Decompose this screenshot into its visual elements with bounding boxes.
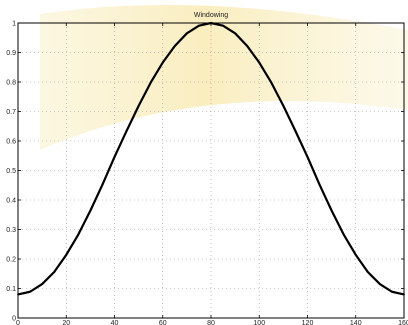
chart-title: Windowing xyxy=(194,12,228,19)
x-tick-label: 60 xyxy=(159,320,167,325)
x-tick-label: 80 xyxy=(207,320,215,325)
data-point xyxy=(77,233,80,236)
data-point xyxy=(318,183,321,186)
data-point xyxy=(403,293,405,296)
data-point xyxy=(185,32,188,35)
data-point xyxy=(89,209,92,212)
data-point xyxy=(101,183,104,186)
data-point xyxy=(198,24,200,27)
x-tick-label: 0 xyxy=(16,320,20,325)
x-tick-label: 40 xyxy=(111,320,119,325)
data-point xyxy=(161,61,164,64)
y-tick-label: 0 xyxy=(12,316,16,323)
data-point xyxy=(294,130,297,132)
data-point xyxy=(65,253,68,256)
y-tick-label: 0.3 xyxy=(6,227,16,234)
data-point xyxy=(270,81,273,84)
y-tick-label: 0.9 xyxy=(6,50,16,57)
highlight-band xyxy=(40,5,408,150)
y-tick-label: 0.5 xyxy=(6,168,16,175)
data-point xyxy=(53,271,56,273)
data-point xyxy=(17,293,19,296)
grid-lines xyxy=(18,23,404,318)
data-point xyxy=(137,104,140,107)
data-point xyxy=(113,156,116,158)
y-tick-label: 0.6 xyxy=(6,139,16,146)
data-point xyxy=(222,24,224,27)
x-tick-label: 20 xyxy=(62,320,70,325)
data-point xyxy=(234,32,237,35)
y-tick-label: 1 xyxy=(12,21,16,28)
data-point xyxy=(210,22,212,24)
y-tick-label: 0.8 xyxy=(6,80,16,87)
data-point xyxy=(342,233,345,236)
y-tick-label: 0.4 xyxy=(6,198,16,205)
y-tick-label: 0.7 xyxy=(6,109,16,116)
tick-labels: 0 20 40 60 80 100 120 140 160 0 0.1 0.2 0.3 0.4 0.5 0.6… xyxy=(6,21,408,325)
x-tick-label: 140 xyxy=(350,320,362,325)
x-tick-label: 120 xyxy=(302,320,314,325)
data-point xyxy=(258,61,261,64)
data-point xyxy=(41,283,44,285)
data-point xyxy=(366,271,369,273)
data-point xyxy=(246,45,249,47)
x-tick-label: 160 xyxy=(398,320,408,325)
y-tick-label: 0.2 xyxy=(6,257,16,264)
data-point xyxy=(282,104,285,107)
series-points xyxy=(17,22,405,296)
data-point xyxy=(149,81,152,84)
data-point xyxy=(125,130,128,132)
x-tick-label: 100 xyxy=(253,320,265,325)
data-point xyxy=(306,156,309,158)
data-point xyxy=(29,290,31,293)
data-point xyxy=(391,290,393,293)
axis-ticks xyxy=(17,22,405,319)
data-point xyxy=(330,209,333,212)
y-tick-label: 0.1 xyxy=(6,286,16,293)
data-point xyxy=(173,45,176,47)
data-point xyxy=(378,283,381,285)
data-point xyxy=(354,253,357,256)
